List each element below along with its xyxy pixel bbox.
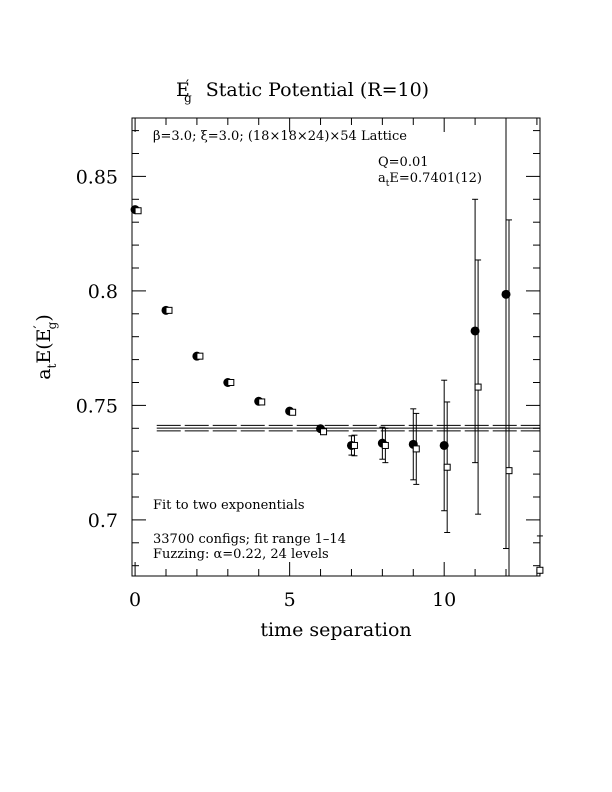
fit-energy-rest: E=0.7401(12)	[389, 171, 482, 186]
fit-band	[156, 424, 540, 432]
y-label-main: a	[33, 368, 55, 379]
fit-quality: Q=0.01	[378, 155, 429, 170]
y-tick-label: 0.7	[88, 510, 118, 532]
fit-note: Fit to two exponentials	[153, 498, 305, 513]
plot-border	[131, 117, 541, 577]
data-point-square	[134, 207, 142, 215]
data-point-square	[258, 398, 266, 406]
lattice-header: β=3.0; ξ=3.0; (18×18×24)×54 Lattice	[153, 129, 407, 144]
data-point-circle	[501, 289, 511, 299]
data-point-square	[381, 441, 389, 449]
error-bars	[348, 118, 543, 576]
title-rest: Static Potential (R=10)	[206, 79, 429, 101]
fuzzing-note: Fuzzing: α=0.22, 24 levels	[153, 547, 329, 562]
data-point-square	[227, 378, 235, 386]
data-point-square	[505, 467, 513, 475]
y-label-end: )	[33, 314, 55, 321]
data-markers	[130, 205, 544, 574]
fit-energy-subscript: t	[386, 179, 390, 189]
data-point-circle	[439, 440, 449, 450]
title-subscript: g	[184, 91, 192, 105]
data-point-square	[412, 445, 420, 453]
chart-title: E′ g Static Potential (R=10)	[176, 78, 429, 105]
axis-tick-labels: 0 5 10 0.7 0.75 0.8 0.85	[76, 166, 457, 611]
y-label-prime: ′	[32, 325, 48, 328]
title-main: E	[176, 79, 190, 101]
y-tick-label: 0.85	[76, 166, 118, 188]
y-label-g: g	[45, 321, 59, 329]
x-tick-label: 10	[432, 589, 456, 611]
fit-energy: atE=0.7401(12)	[378, 171, 482, 189]
y-axis-label: atE(E′g)	[32, 314, 59, 380]
data-point-square	[350, 441, 358, 449]
data-point-square	[196, 352, 204, 360]
x-tick-label: 0	[129, 589, 141, 611]
y-label-mid: E(E	[33, 328, 55, 363]
plot-frame	[131, 117, 541, 577]
x-tick-label: 5	[284, 589, 296, 611]
data-point-circle	[470, 326, 480, 336]
config-note: 33700 configs; fit range 1–14	[153, 532, 346, 547]
x-axis-label: time separation	[260, 619, 411, 641]
y-tick-label: 0.75	[76, 395, 118, 417]
data-point-square	[474, 383, 482, 391]
y-tick-label: 0.8	[88, 281, 118, 303]
data-point-square	[165, 306, 173, 314]
data-point-square	[443, 463, 451, 471]
axis-ticks	[132, 118, 540, 576]
fit-energy-prefix: a	[378, 171, 386, 186]
title-prime: ′	[186, 78, 189, 94]
data-point-square	[289, 408, 297, 416]
data-point-square	[320, 428, 328, 436]
data-point-square	[536, 566, 544, 574]
y-label-t: t	[45, 363, 59, 368]
